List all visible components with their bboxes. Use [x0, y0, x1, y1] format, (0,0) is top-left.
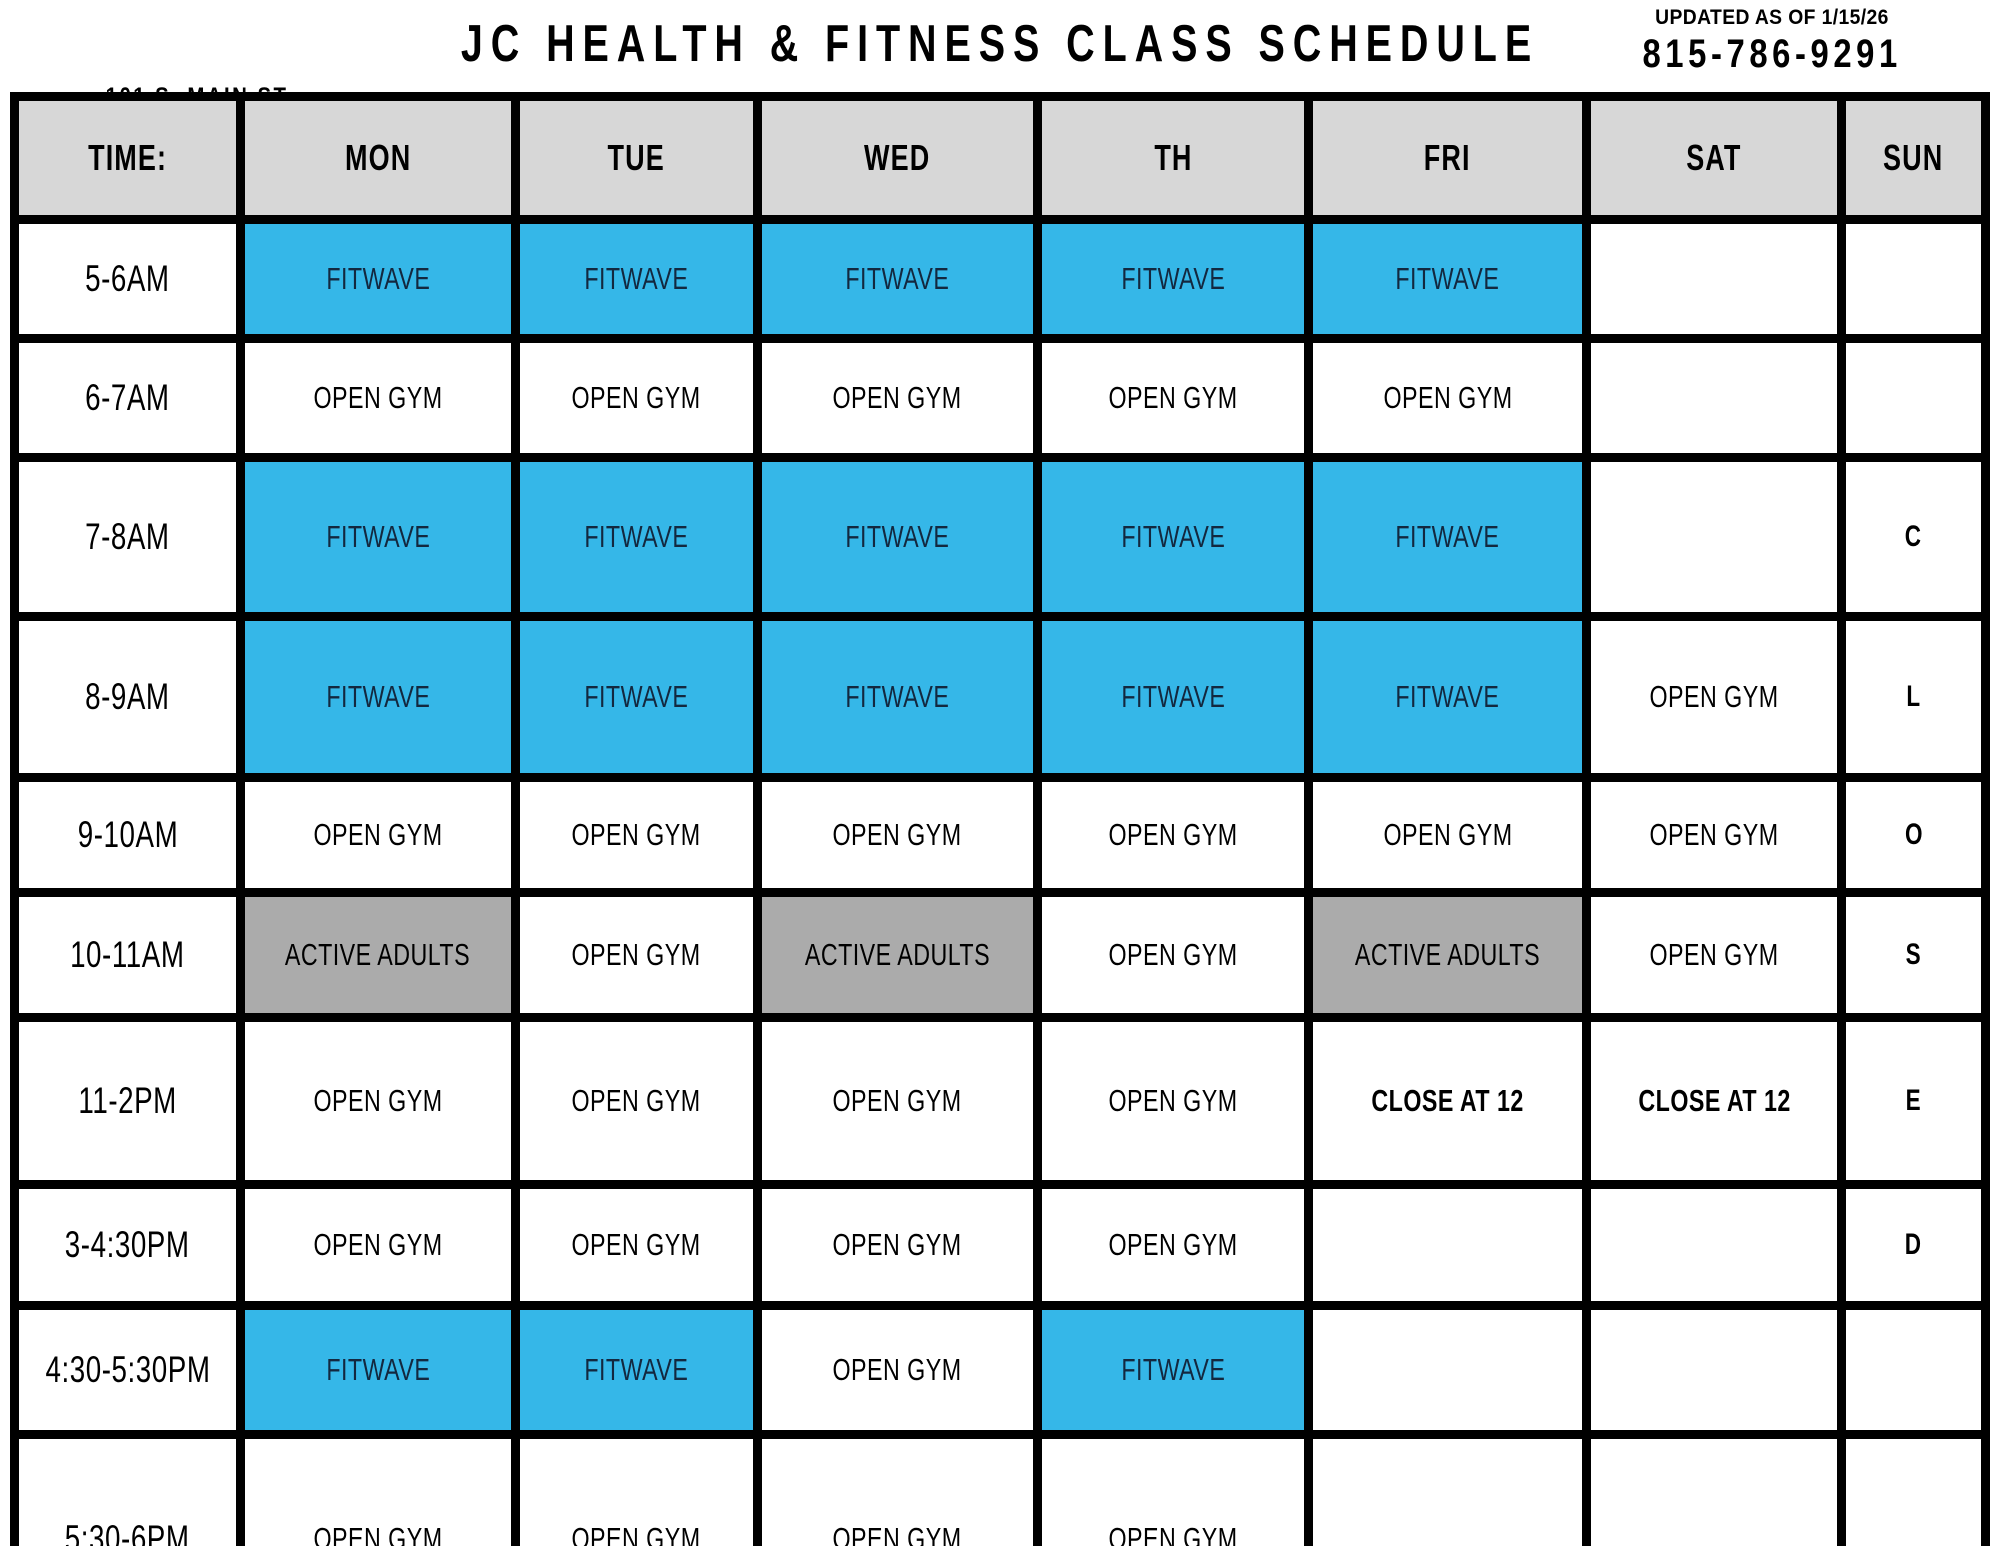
schedule-cell: OPEN GYM [519, 1439, 753, 1546]
column-header-sun: SUN [1846, 101, 1981, 215]
schedule-cell: FITWAVE [519, 1310, 753, 1430]
schedule-cell: OPEN GYM [761, 782, 1034, 888]
schedule-cell: OPEN GYM [1591, 897, 1838, 1013]
schedule-cell [1591, 462, 1838, 612]
schedule-cell: FITWAVE [761, 621, 1034, 773]
schedule-cell: OPEN GYM [1312, 343, 1583, 453]
column-header-mon: MON [245, 101, 511, 215]
phone-number: 815-786-9291 [1642, 32, 1902, 76]
column-header-time: TIME: [19, 101, 237, 215]
schedule-cell: FITWAVE [519, 462, 753, 612]
time-cell: 6-7AM [19, 343, 237, 453]
schedule-cell: FITWAVE [245, 621, 511, 773]
schedule-cell: OPEN GYM [761, 343, 1034, 453]
schedule-cell [1846, 1310, 1981, 1430]
schedule-cell: OPEN GYM [245, 1439, 511, 1546]
time-cell: 9-10AM [19, 782, 237, 888]
schedule-cell: OPEN GYM [519, 782, 753, 888]
schedule-cell: D [1846, 1189, 1981, 1301]
time-cell: 10-11AM [19, 897, 237, 1013]
schedule-cell: CLOSE AT 12 [1312, 1022, 1583, 1180]
schedule-cell: OPEN GYM [761, 1189, 1034, 1301]
time-cell: 5:30-6PM [19, 1439, 237, 1546]
page-title: JC HEALTH & FITNESS CLASS SCHEDULE [460, 15, 1540, 73]
time-cell: 8-9AM [19, 621, 237, 773]
schedule-cell: OPEN GYM [245, 1189, 511, 1301]
schedule-cell: FITWAVE [1312, 462, 1583, 612]
column-header-th: TH [1042, 101, 1304, 215]
schedule-cell: FITWAVE [245, 1310, 511, 1430]
schedule-cell: FITWAVE [1042, 224, 1304, 334]
schedule-cell [1312, 1189, 1583, 1301]
schedule-cell: O [1846, 782, 1981, 888]
schedule-cell: FITWAVE [1042, 621, 1304, 773]
schedule-cell [1846, 224, 1981, 334]
time-cell: 3-4:30PM [19, 1189, 237, 1301]
schedule-cell: OPEN GYM [519, 897, 753, 1013]
schedule-cell: CLOSE AT 12 [1591, 1022, 1838, 1180]
schedule-cell: OPEN GYM [1042, 1439, 1304, 1546]
schedule-cell: FITWAVE [1312, 621, 1583, 773]
time-cell: 11-2PM [19, 1022, 237, 1180]
schedule-cell: OPEN GYM [1591, 782, 1838, 888]
schedule-cell: OPEN GYM [761, 1310, 1034, 1430]
schedule-cell [1846, 343, 1981, 453]
schedule-cell: FITWAVE [1312, 224, 1583, 334]
schedule-cell [1312, 1439, 1583, 1546]
schedule-cell: FITWAVE [761, 224, 1034, 334]
column-header-sat: SAT [1591, 101, 1838, 215]
updated-label: UPDATED AS OF 1/15/26 [1655, 6, 1889, 29]
contact-block: UPDATED AS OF 1/15/26 815-786-9291 [1602, 6, 1942, 77]
schedule-cell: ACTIVE ADULTS [245, 897, 511, 1013]
schedule-cell [1591, 224, 1838, 334]
schedule-cell: OPEN GYM [245, 1022, 511, 1180]
schedule-cell: FITWAVE [1042, 1310, 1304, 1430]
schedule-cell [1312, 1310, 1583, 1430]
schedule-cell: FITWAVE [1042, 462, 1304, 612]
schedule-cell: C [1846, 462, 1981, 612]
schedule-cell: L [1846, 621, 1981, 773]
schedule-cell [1591, 343, 1838, 453]
schedule-cell: OPEN GYM [1042, 782, 1304, 888]
schedule-cell [1846, 1439, 1981, 1546]
schedule-cell: OPEN GYM [1312, 782, 1583, 888]
schedule-cell: OPEN GYM [1042, 343, 1304, 453]
schedule-cell: FITWAVE [245, 224, 511, 334]
schedule-cell: ACTIVE ADULTS [761, 897, 1034, 1013]
schedule-cell: OPEN GYM [1042, 1022, 1304, 1180]
schedule-table: TIME: MON TUE WED TH FRI SAT SUN 5-6AM FITWAVE FIT… [10, 92, 1990, 1546]
schedule-cell [1591, 1189, 1838, 1301]
time-cell: 4:30-5:30PM [19, 1310, 237, 1430]
time-cell: 5-6AM [19, 224, 237, 334]
schedule-cell: FITWAVE [519, 621, 753, 773]
column-header-wed: WED [761, 101, 1034, 215]
column-header-fri: FRI [1312, 101, 1583, 215]
schedule-cell: OPEN GYM [1042, 897, 1304, 1013]
schedule-cell: OPEN GYM [1591, 621, 1838, 773]
schedule-cell: FITWAVE [761, 462, 1034, 612]
schedule-cell: OPEN GYM [761, 1439, 1034, 1546]
time-cell: 7-8AM [19, 462, 237, 612]
schedule-cell: OPEN GYM [519, 343, 753, 453]
schedule-cell: OPEN GYM [1042, 1189, 1304, 1301]
schedule-cell: OPEN GYM [519, 1189, 753, 1301]
page-header: 101 S. MAIN ST, SANDWICH IL JC HEALTH & … [0, 0, 2000, 175]
schedule-cell: OPEN GYM [245, 343, 511, 453]
schedule-cell [1591, 1439, 1838, 1546]
schedule-cell: E [1846, 1022, 1981, 1180]
column-header-tue: TUE [519, 101, 753, 215]
schedule-cell: FITWAVE [245, 462, 511, 612]
schedule-cell: OPEN GYM [761, 1022, 1034, 1180]
schedule-cell: FITWAVE [519, 224, 753, 334]
schedule-cell: OPEN GYM [245, 782, 511, 888]
schedule-cell: S [1846, 897, 1981, 1013]
schedule-cell [1591, 1310, 1838, 1430]
schedule-cell: OPEN GYM [519, 1022, 753, 1180]
schedule-cell: ACTIVE ADULTS [1312, 897, 1583, 1013]
